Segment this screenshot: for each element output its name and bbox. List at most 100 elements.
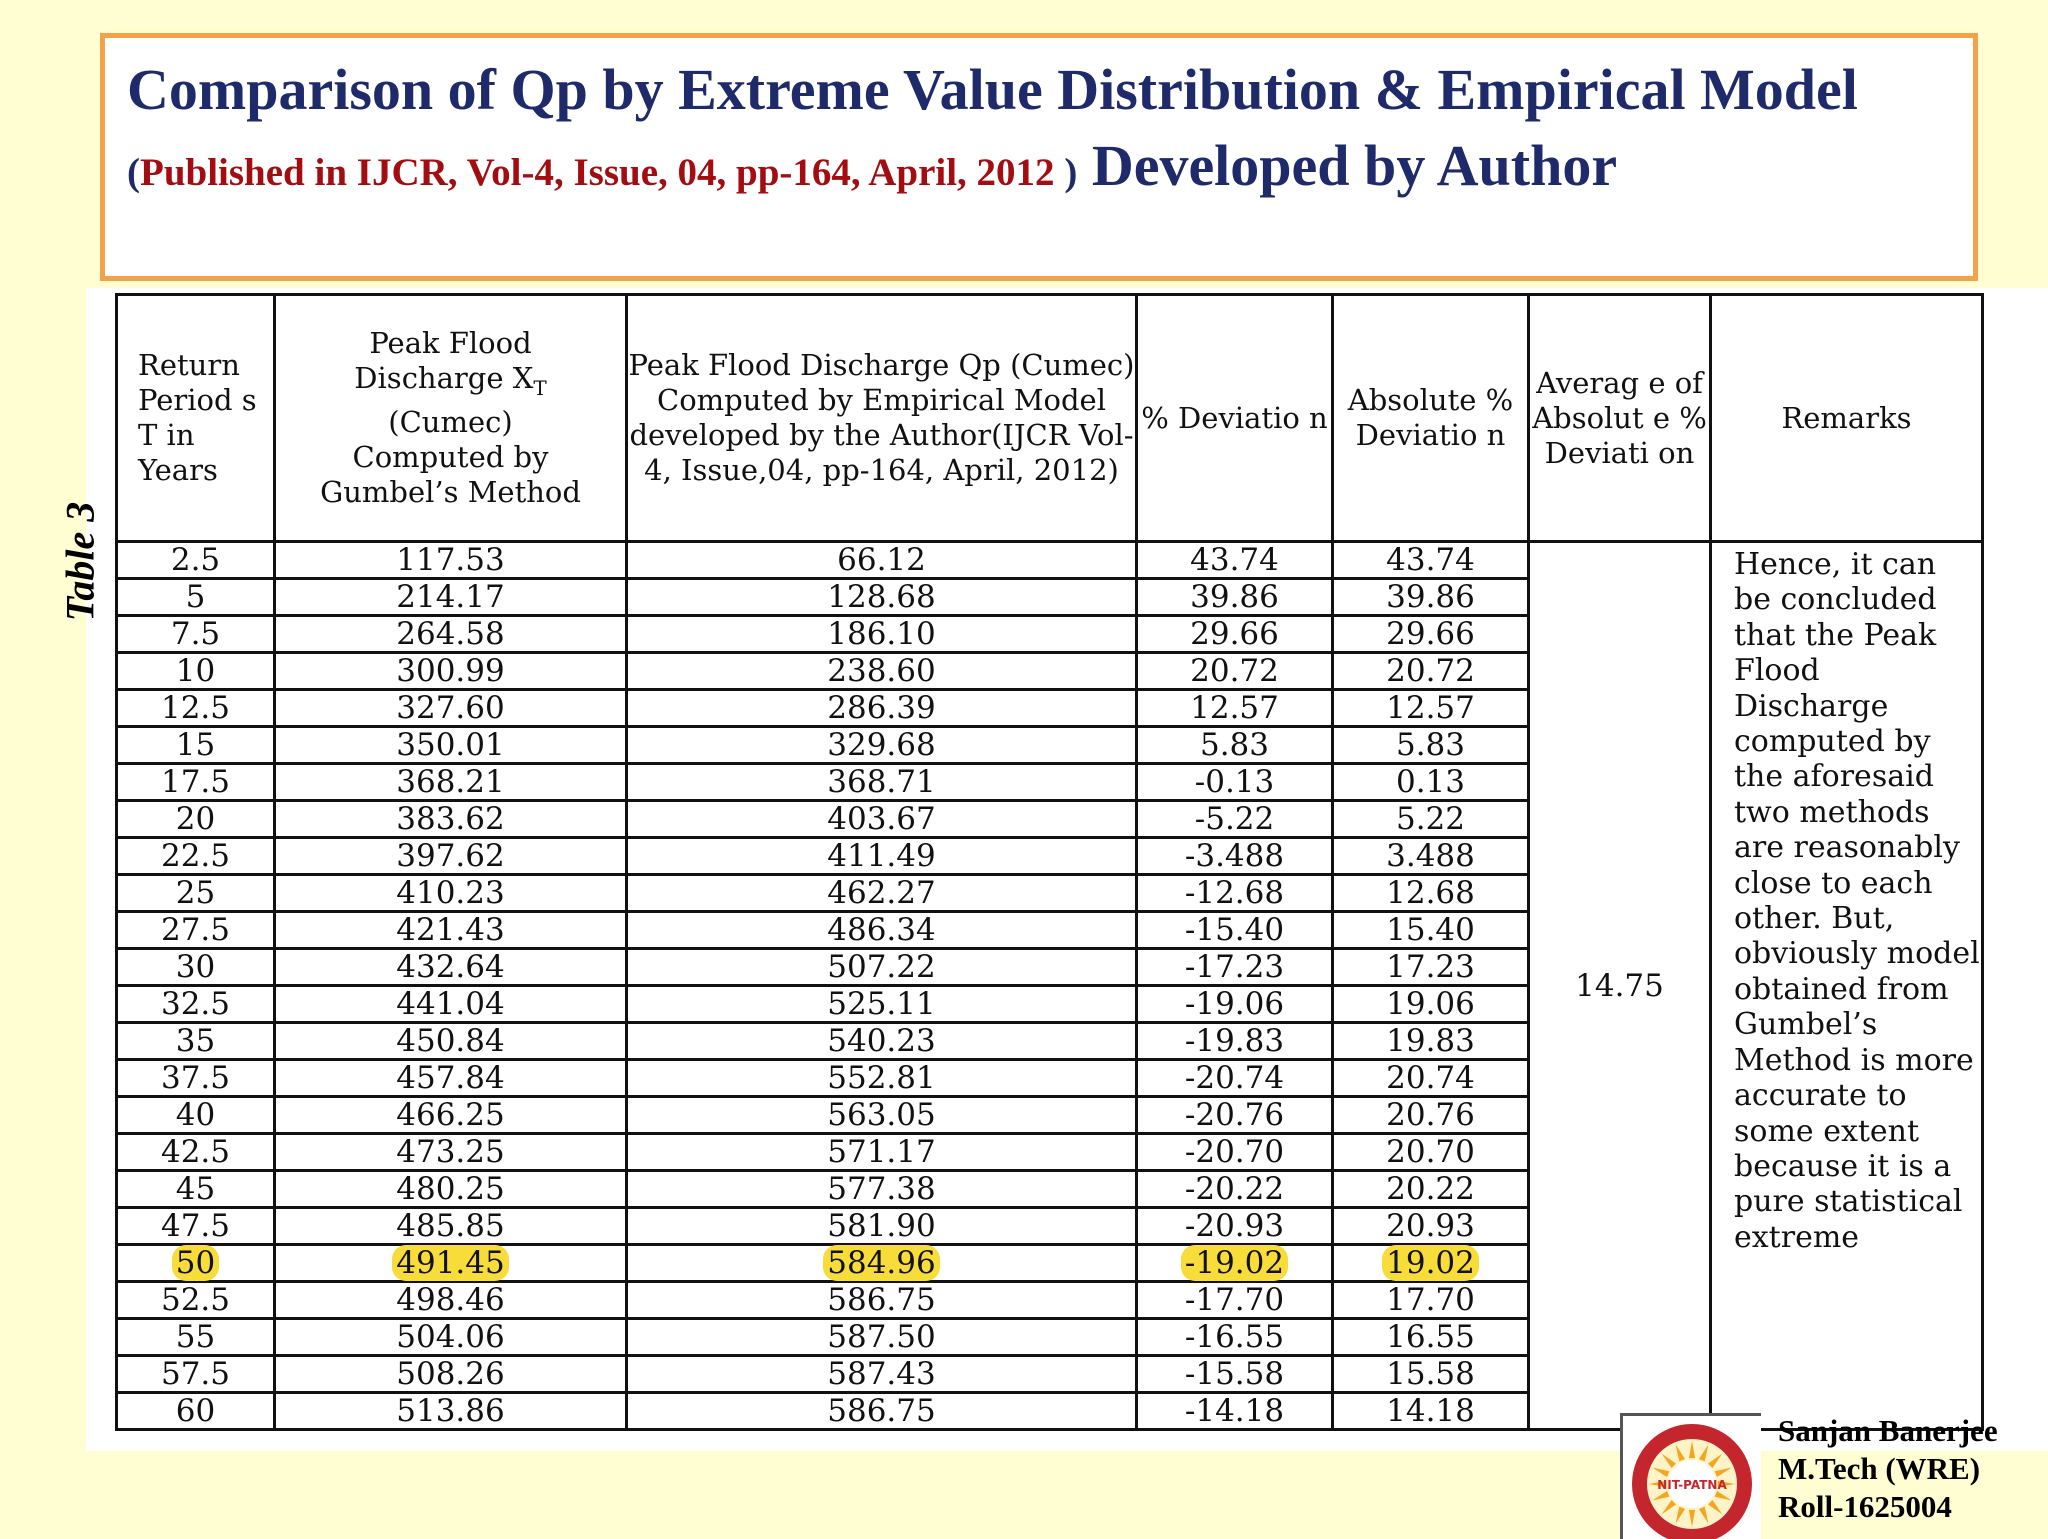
cell-return-period: 55 xyxy=(115,1317,276,1357)
remarks-text: Hence, it can be concluded that the Peak… xyxy=(1734,547,1980,1255)
cell-deviation: -15.58 xyxy=(1135,1354,1334,1394)
cell-gumbel: 508.26 xyxy=(273,1354,628,1394)
author-degree: M.Tech (WRE) xyxy=(1778,1451,1981,1486)
cell-deviation: -0.13 xyxy=(1135,762,1334,802)
cell-empirical: 238.60 xyxy=(625,651,1138,691)
table-row: 42.5 473.25 571.17 -20.70 20.70 xyxy=(115,1132,1983,1172)
cell-gumbel: 397.62 xyxy=(273,836,628,876)
header-deviation: % Deviatio n xyxy=(1135,293,1334,543)
cell-gumbel: 504.06 xyxy=(273,1317,628,1357)
cell-empirical: 66.12 xyxy=(625,540,1138,580)
header-remarks: Remarks xyxy=(1709,293,1984,543)
cell-empirical: 571.17 xyxy=(625,1132,1138,1172)
logo-petal xyxy=(1708,1500,1723,1515)
cell-deviation: -20.76 xyxy=(1135,1095,1334,1135)
cell-abs-deviation: 29.66 xyxy=(1331,614,1530,654)
logo-petal xyxy=(1675,1506,1685,1524)
table-row: 45 480.25 577.38 -20.22 20.22 xyxy=(115,1169,1983,1209)
cell-abs-deviation: 15.40 xyxy=(1331,910,1530,950)
logo-petal xyxy=(1688,1509,1696,1527)
table-row: 25 410.23 462.27 -12.68 12.68 xyxy=(115,873,1983,913)
nit-patna-logo-icon: NIT-PATNA xyxy=(1632,1424,1752,1539)
cell-empirical: 563.05 xyxy=(625,1095,1138,1135)
cell-gumbel: 480.25 xyxy=(273,1169,628,1209)
table-row: 2.5 117.53 66.12 43.74 43.74 14.75 Hence, it c… xyxy=(115,540,1984,1431)
cell-deviation: -20.70 xyxy=(1135,1132,1334,1172)
cell-deviation: -15.40 xyxy=(1135,910,1334,950)
cell-abs-deviation: 20.72 xyxy=(1331,651,1530,691)
cell-abs-deviation: 3.488 xyxy=(1331,836,1530,876)
logo-petal xyxy=(1675,1444,1685,1462)
cell-empirical: 128.68 xyxy=(625,577,1138,617)
cell-remarks: Hence, it can be concluded that the Peak… xyxy=(1709,540,1984,1431)
cell-return-period: 30 xyxy=(115,947,276,987)
cell-empirical: 581.90 xyxy=(625,1206,1138,1246)
cell-deviation: -19.02 xyxy=(1135,1243,1334,1283)
cell-abs-deviation: 17.70 xyxy=(1331,1280,1530,1320)
logo-text: NIT-PATNA xyxy=(1657,1478,1727,1492)
cell-deviation: 5.83 xyxy=(1135,725,1334,765)
table-row: 17.5 368.21 368.71 -0.13 0.13 xyxy=(115,762,1983,802)
cell-empirical: 329.68 xyxy=(625,725,1138,765)
cell-deviation: 20.72 xyxy=(1135,651,1334,691)
cell-empirical: 577.38 xyxy=(625,1169,1138,1209)
cell-empirical: 486.34 xyxy=(625,910,1138,950)
logo-petal xyxy=(1649,1480,1667,1488)
cell-deviation: -16.55 xyxy=(1135,1317,1334,1357)
cell-abs-deviation: 5.22 xyxy=(1331,799,1530,839)
cell-gumbel: 491.45 xyxy=(273,1243,628,1283)
comparison-table: Return Period s T in Years Peak Flood Di… xyxy=(115,293,1984,1431)
table-row: 32.5 441.04 525.11 -19.06 19.06 xyxy=(115,984,1983,1024)
cell-return-period: 2.5 xyxy=(115,540,276,580)
table-row: 5 214.17 128.68 39.86 39.86 xyxy=(115,577,1983,617)
table-row: 47.5 485.85 581.90 -20.93 20.93 xyxy=(115,1206,1983,1246)
cell-abs-deviation: 19.83 xyxy=(1331,1021,1530,1061)
table-row: 15 350.01 329.68 5.83 5.83 xyxy=(115,725,1983,765)
cell-deviation: -20.22 xyxy=(1135,1169,1334,1209)
logo-petal xyxy=(1652,1467,1670,1477)
table-row: 60 513.86 586.75 -14.18 14.18 xyxy=(115,1391,1983,1431)
table-label-text: Table 3 xyxy=(57,501,103,622)
slide-title: Comparison of Qp by Extreme Value Distri… xyxy=(127,52,1949,211)
cell-abs-deviation: 15.58 xyxy=(1331,1354,1530,1394)
cell-return-period: 52.5 xyxy=(115,1280,276,1320)
cell-return-period: 57.5 xyxy=(115,1354,276,1394)
table-row: 55 504.06 587.50 -16.55 16.55 xyxy=(115,1317,1983,1357)
cell-abs-deviation: 12.57 xyxy=(1331,688,1530,728)
cell-deviation: -5.22 xyxy=(1135,799,1334,839)
cell-deviation: -14.18 xyxy=(1135,1391,1334,1431)
cell-abs-deviation: 14.18 xyxy=(1331,1391,1530,1431)
cell-empirical: 587.50 xyxy=(625,1317,1138,1357)
cell-deviation: -19.83 xyxy=(1135,1021,1334,1061)
table-row: 50 491.45 584.96 -19.02 19.02 xyxy=(115,1243,1983,1283)
cell-return-period: 40 xyxy=(115,1095,276,1135)
cell-gumbel: 421.43 xyxy=(273,910,628,950)
table-row: 37.5 457.84 552.81 -20.74 20.74 xyxy=(115,1058,1983,1098)
title-main-part2: Developed by Author xyxy=(1077,133,1618,198)
logo-petal xyxy=(1714,1467,1732,1477)
table-row: 10 300.99 238.60 20.72 20.72 xyxy=(115,651,1983,691)
title-main-part1: Comparison of Qp by Extreme Value Distri… xyxy=(127,57,1858,122)
logo-petal xyxy=(1652,1491,1670,1501)
cell-return-period: 47.5 xyxy=(115,1206,276,1246)
cell-gumbel: 498.46 xyxy=(273,1280,628,1320)
cell-gumbel: 350.01 xyxy=(273,725,628,765)
cell-return-period: 12.5 xyxy=(115,688,276,728)
author-name: Sanjan Banerjee xyxy=(1778,1413,1998,1448)
cell-gumbel: 214.17 xyxy=(273,577,628,617)
table-row: 7.5 264.58 186.10 29.66 29.66 xyxy=(115,614,1983,654)
table-row: 27.5 421.43 486.34 -15.40 15.40 xyxy=(115,910,1983,950)
cell-return-period: 20 xyxy=(115,799,276,839)
author-roll: Roll-1625004 xyxy=(1778,1489,1952,1524)
header-avg-abs-deviation: Averag e of Absolut e % Deviati on xyxy=(1527,293,1712,543)
cell-empirical: 525.11 xyxy=(625,984,1138,1024)
cell-abs-deviation: 20.93 xyxy=(1331,1206,1530,1246)
logo-petal xyxy=(1714,1491,1732,1501)
cell-abs-deviation: 20.22 xyxy=(1331,1169,1530,1209)
cell-gumbel: 441.04 xyxy=(273,984,628,1024)
logo-petal xyxy=(1708,1453,1723,1468)
cell-gumbel: 264.58 xyxy=(273,614,628,654)
cell-return-period: 22.5 xyxy=(115,836,276,876)
cell-return-period: 42.5 xyxy=(115,1132,276,1172)
header-return-period: Return Period s T in Years xyxy=(115,293,276,543)
